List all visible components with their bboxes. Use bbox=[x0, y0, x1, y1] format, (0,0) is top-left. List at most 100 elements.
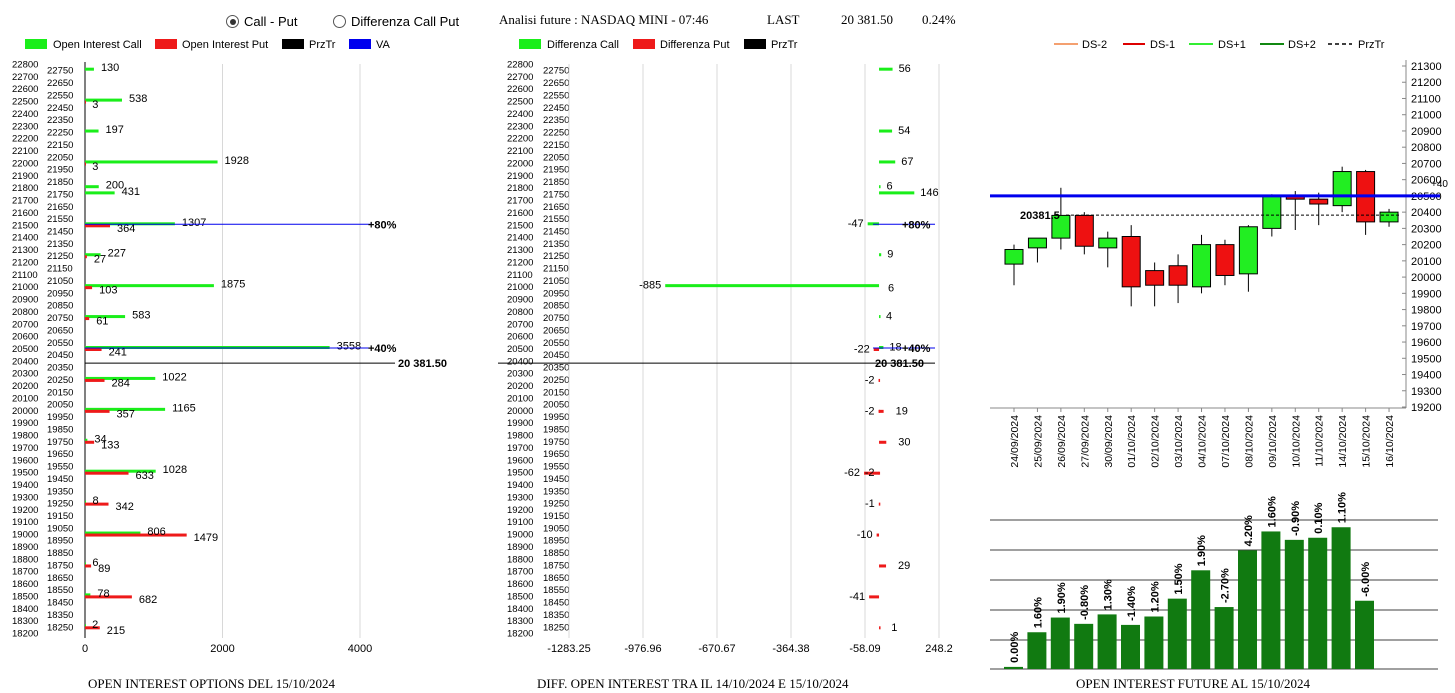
y-tick-label: 20400 bbox=[1411, 207, 1442, 219]
strike-label: 20250 bbox=[47, 375, 73, 386]
strike-label: 19500 bbox=[507, 468, 533, 479]
strike-label: 18650 bbox=[543, 573, 569, 584]
call-value-label: 197 bbox=[106, 124, 124, 136]
diff-put-bar bbox=[869, 595, 880, 599]
legend-ds-plus2-label: DS+2 bbox=[1288, 39, 1316, 51]
candle-up bbox=[1027, 237, 1047, 249]
candle-up bbox=[1262, 195, 1282, 229]
y-tick-label: 21100 bbox=[1411, 93, 1441, 105]
candle-down bbox=[1215, 244, 1235, 276]
strike-label: 21350 bbox=[543, 239, 569, 250]
candle-up bbox=[1238, 226, 1258, 275]
strike-label: 22050 bbox=[543, 152, 569, 163]
strike-label: 22300 bbox=[507, 121, 533, 132]
strike-label: 18700 bbox=[507, 567, 533, 578]
strike-label: 20500 bbox=[507, 344, 533, 355]
oi-bar bbox=[1214, 607, 1234, 669]
strike-label: 21700 bbox=[12, 196, 38, 207]
strike-label: 22050 bbox=[47, 152, 73, 163]
strike-label: 19250 bbox=[543, 499, 569, 510]
strike-label: 21100 bbox=[12, 270, 38, 281]
legend-ds-minus1-label: DS-1 bbox=[1150, 39, 1175, 51]
oi-bar-label: 4.20% bbox=[1243, 515, 1255, 546]
strike-label: 21950 bbox=[47, 165, 73, 176]
oi-bar bbox=[1167, 598, 1187, 669]
y-tick-label: 19300 bbox=[1411, 386, 1442, 398]
strike-label: 19350 bbox=[543, 486, 569, 497]
candle-up bbox=[1004, 248, 1024, 265]
put-bar bbox=[85, 564, 92, 568]
x-tick-label: 248.2 bbox=[925, 643, 953, 655]
diff-put-bar bbox=[879, 626, 881, 630]
put-bar bbox=[85, 317, 90, 321]
call-value-label: 431 bbox=[122, 186, 140, 198]
put-bar bbox=[85, 348, 102, 351]
oi-bar-label: 1.20% bbox=[1149, 581, 1161, 612]
diff-call-bar bbox=[879, 191, 915, 195]
call-value-label: 1307 bbox=[182, 217, 206, 229]
strike-label: 18700 bbox=[12, 567, 38, 578]
strike-label: 20400 bbox=[507, 356, 533, 367]
strike-label: 19000 bbox=[12, 530, 38, 541]
candle-up bbox=[1098, 237, 1118, 249]
diff-put-value-label: -2 bbox=[865, 405, 875, 417]
x-tick-label: -976.96 bbox=[624, 643, 661, 655]
put-value-label: 61 bbox=[96, 316, 108, 328]
y-tick-label: 19800 bbox=[1411, 305, 1442, 317]
y-tick-label: 19900 bbox=[1411, 288, 1442, 300]
caption-left: OPEN INTEREST OPTIONS DEL 15/10/2024 bbox=[88, 676, 335, 691]
y-tick-label: 20600 bbox=[1411, 175, 1442, 187]
radio-diff-call-put[interactable]: Differenza Call Put bbox=[333, 14, 459, 29]
strike-label: 22150 bbox=[47, 140, 73, 151]
oi-bar bbox=[1004, 666, 1023, 669]
x-tick-label: -364.38 bbox=[772, 643, 809, 655]
oi-bar bbox=[1238, 550, 1257, 669]
strike-label: 22000 bbox=[12, 158, 38, 169]
strike-label: 18300 bbox=[12, 616, 38, 627]
strike-label: 18800 bbox=[507, 554, 533, 565]
oi-bar bbox=[1284, 539, 1304, 669]
strike-label: 20450 bbox=[47, 350, 73, 361]
strike-label: 22750 bbox=[47, 66, 73, 77]
future-oi-bar-chart: 0.00% 1.60% 1.90% -0.80% 1.30% -1.40% 1.20% 1.5… bbox=[990, 492, 1438, 670]
radio-call-put-indicator[interactable] bbox=[226, 15, 239, 28]
put-bar bbox=[85, 378, 105, 382]
put-bar bbox=[85, 533, 187, 537]
diff-put-bar bbox=[878, 378, 881, 382]
legend-va-label: VA bbox=[376, 39, 391, 51]
strike-label: 21500 bbox=[507, 220, 533, 231]
strike-label: 22800 bbox=[12, 60, 38, 71]
strike-label: 20750 bbox=[47, 313, 73, 324]
put-value-label: 241 bbox=[109, 347, 127, 359]
va-label: +40% bbox=[902, 343, 931, 355]
oi-bar-label: -2.70% bbox=[1220, 568, 1232, 603]
put-value-label: 364 bbox=[117, 223, 135, 235]
caption-middle: DIFF. OPEN INTEREST TRA IL 14/10/2024 E … bbox=[537, 676, 849, 691]
diff-call-value-label: 54 bbox=[898, 125, 910, 137]
oi-bar-label: 1.50% bbox=[1173, 563, 1185, 594]
strike-label: 22700 bbox=[507, 72, 533, 83]
radio-call-put[interactable]: Call - Put bbox=[226, 14, 297, 29]
strike-label: 18900 bbox=[12, 542, 38, 553]
strike-label: 21150 bbox=[47, 264, 73, 275]
radio-diff-call-put-indicator[interactable] bbox=[333, 15, 346, 28]
strike-label: 20150 bbox=[47, 387, 73, 398]
diff-call-value-label: 56 bbox=[899, 63, 911, 75]
strike-label: 19800 bbox=[507, 431, 533, 442]
strike-label: 20050 bbox=[47, 400, 73, 411]
candle-down bbox=[1309, 198, 1329, 205]
legend-candle-prztr-label: PrzTr bbox=[1358, 39, 1385, 51]
strike-label: 21200 bbox=[12, 257, 38, 268]
diff-put-bar bbox=[876, 533, 880, 537]
diff-put-value-label: 30 bbox=[898, 436, 910, 448]
call-bar bbox=[85, 500, 86, 504]
strike-label: 19150 bbox=[47, 511, 73, 522]
diff-call-value-label: 146 bbox=[920, 187, 938, 199]
legend-diff-put-swatch bbox=[633, 39, 655, 49]
call-value-label: 1022 bbox=[162, 371, 186, 383]
legend-left: Open Interest Call Open Interest Put Prz… bbox=[25, 39, 391, 51]
strike-label: 19600 bbox=[507, 455, 533, 466]
strike-label: 19700 bbox=[507, 443, 533, 454]
put-value-label: 27 bbox=[94, 254, 106, 266]
x-tick-label: 11/10/2024 bbox=[1314, 415, 1326, 467]
